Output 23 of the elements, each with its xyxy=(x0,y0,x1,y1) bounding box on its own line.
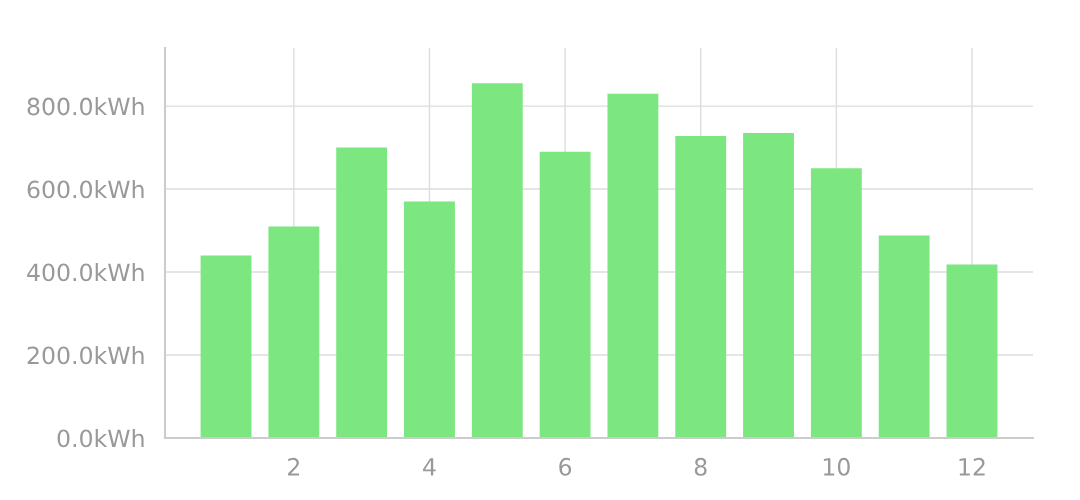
x-tick-label: 12 xyxy=(959,457,985,476)
bar xyxy=(810,168,862,438)
bar xyxy=(946,264,998,438)
bar xyxy=(675,135,727,438)
y-tick-label: 600.0kWh xyxy=(27,180,144,199)
y-tick-label: 400.0kWh xyxy=(27,263,144,282)
bar xyxy=(268,226,320,438)
x-tick-label: 10 xyxy=(823,457,850,476)
bar xyxy=(878,235,930,438)
bar xyxy=(200,255,252,438)
bar xyxy=(404,201,455,438)
x-tick-label: 6 xyxy=(559,457,572,476)
x-tick-label: 4 xyxy=(423,458,436,476)
bar xyxy=(539,151,591,438)
y-tick-label: 0.0kWh xyxy=(57,429,144,448)
y-tick-label: 200.0kWh xyxy=(27,346,144,365)
bar xyxy=(743,133,794,438)
bar xyxy=(471,83,523,438)
bar xyxy=(607,93,659,438)
y-tick-label: 800.0kWh xyxy=(27,97,144,116)
bar xyxy=(336,147,388,438)
x-tick-label: 8 xyxy=(694,457,707,476)
x-tick-label: 2 xyxy=(288,457,299,476)
